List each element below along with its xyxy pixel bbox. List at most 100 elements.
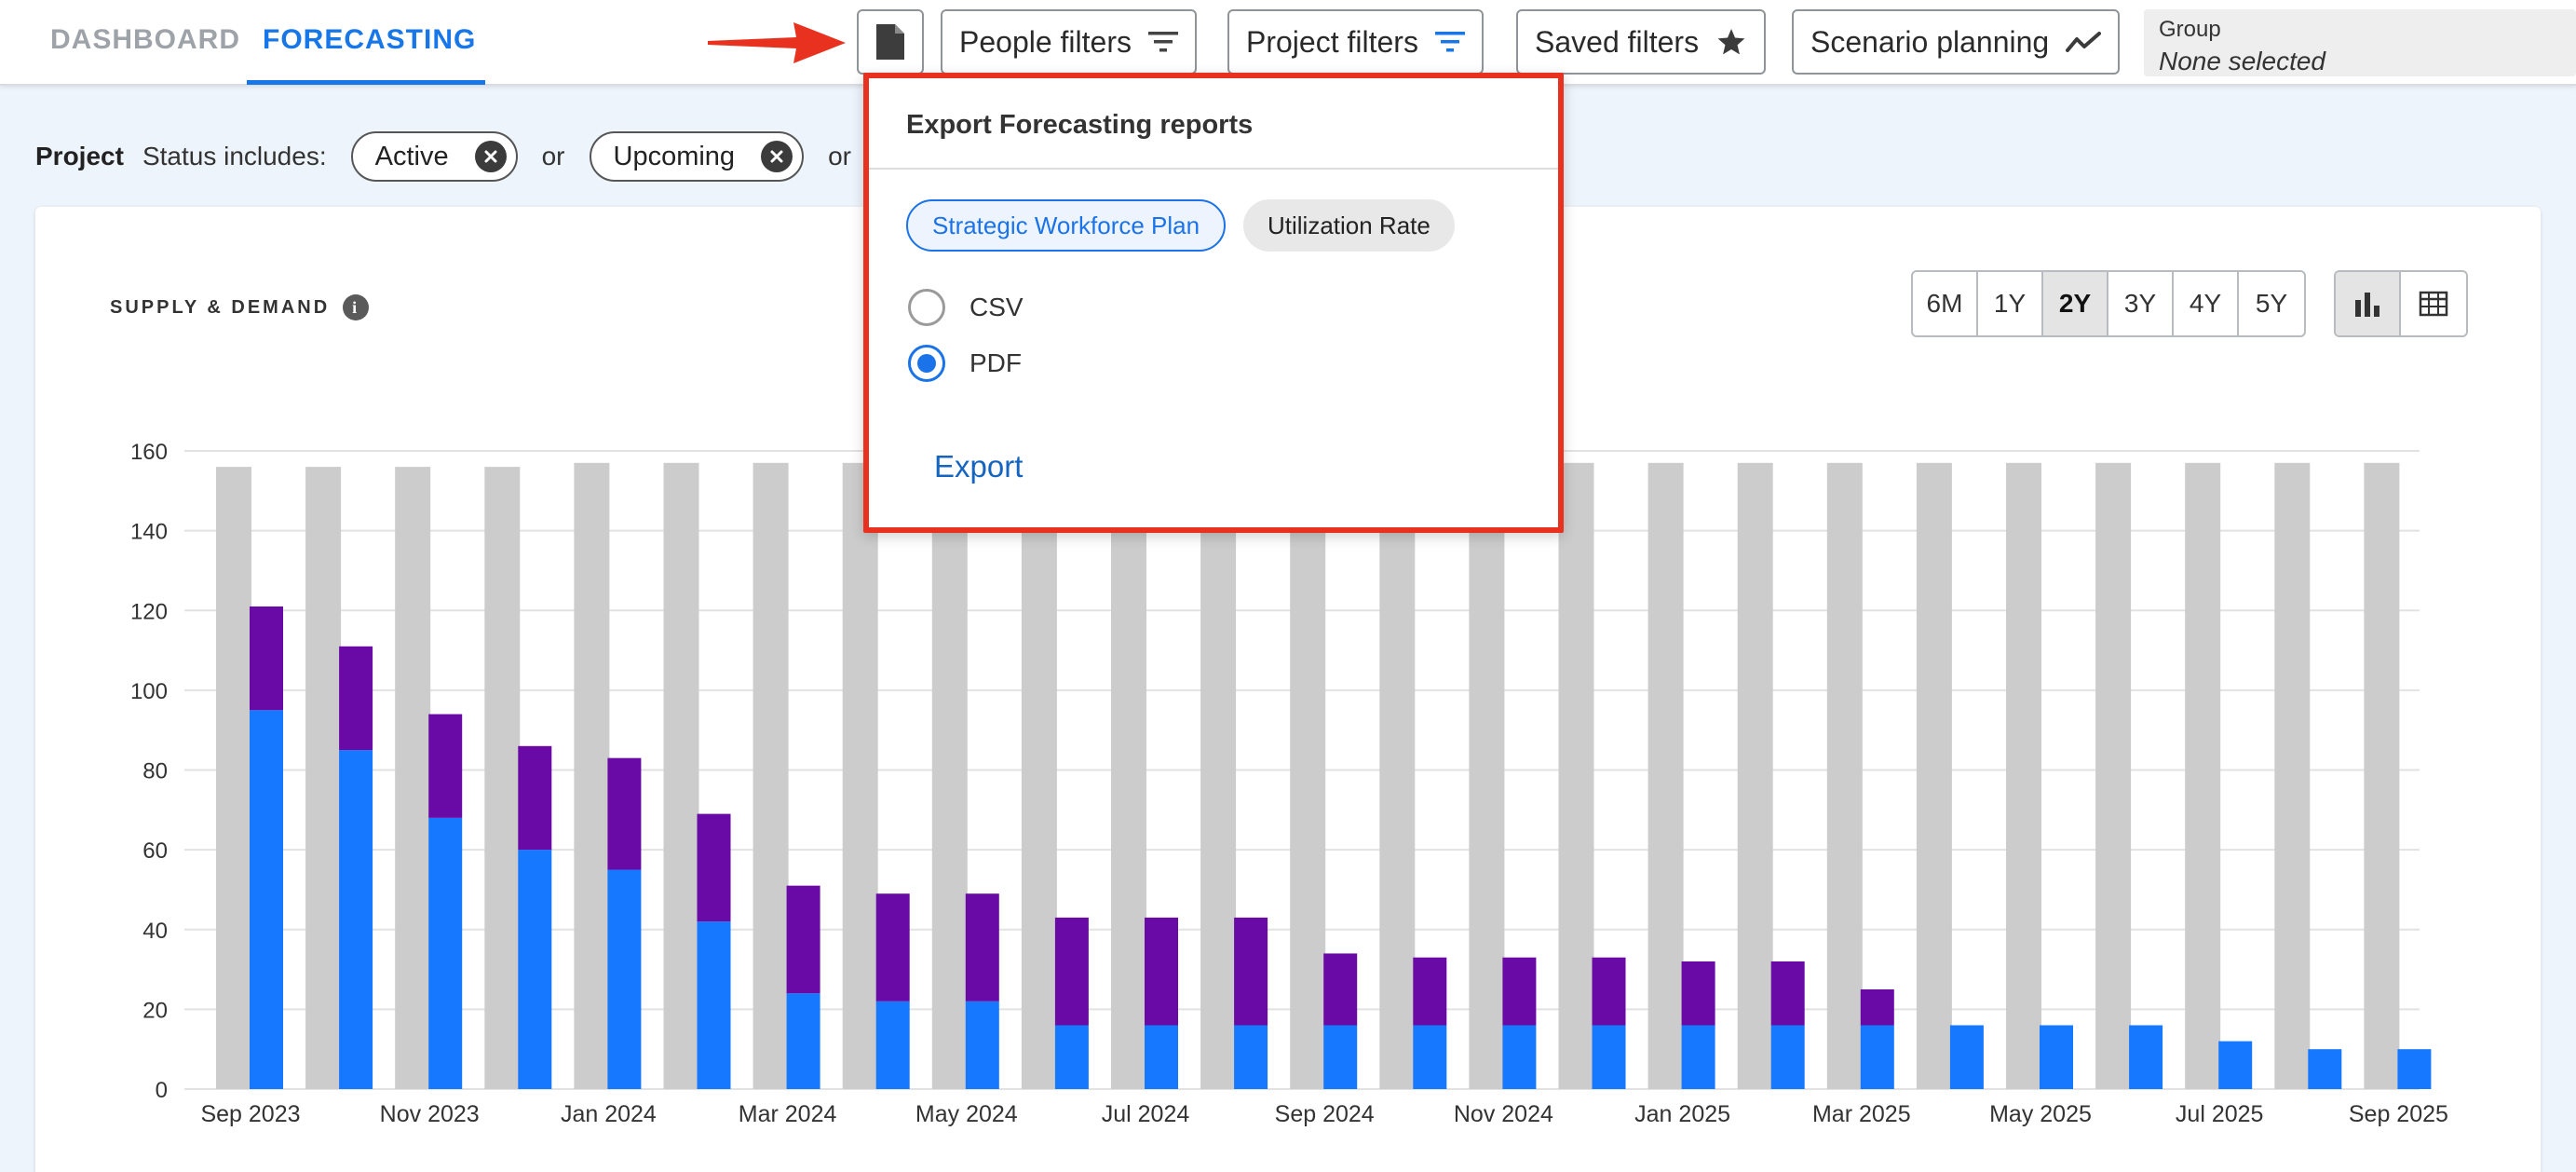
demand-bar-secondary [428, 714, 463, 818]
demand-bar-primary [786, 993, 820, 1089]
demand-bar-primary [518, 850, 552, 1089]
demand-bar-primary [2129, 1025, 2163, 1089]
demand-bar-secondary [697, 813, 731, 922]
x-tick-label: Sep 2025 [2349, 1101, 2448, 1127]
tab-forecasting[interactable]: FORECASTING [263, 24, 477, 55]
demand-bar-secondary [250, 606, 283, 711]
demand-bar-primary [965, 1001, 999, 1089]
demand-bar-secondary [607, 757, 642, 870]
demand-bar-secondary [339, 646, 373, 751]
filter-icon [1147, 32, 1178, 52]
group-selector[interactable]: Group None selected [2144, 9, 2576, 76]
format-option-csv[interactable]: CSV [908, 289, 1024, 326]
supply-bar [2006, 462, 2041, 1089]
range-3y-button[interactable]: 3Y [2108, 272, 2174, 335]
demand-bar-primary [1413, 1025, 1447, 1089]
supply-bar [1200, 462, 1237, 1089]
trend-line-icon [2066, 32, 2102, 52]
supply-bar [216, 467, 251, 1089]
export-submit-button[interactable]: Export [934, 449, 1024, 484]
filter-title: Project [35, 142, 124, 170]
format-csv-label: CSV [969, 293, 1024, 321]
report-strategic-workforce-plan[interactable]: Strategic Workforce Plan [906, 199, 1227, 252]
range-2y-button[interactable]: 2Y [2043, 272, 2108, 335]
table-view-button[interactable] [2401, 272, 2466, 335]
supply-bar [1111, 462, 1146, 1089]
saved-filters-label: Saved filters [1535, 24, 1700, 59]
demand-bar-primary [1592, 1025, 1626, 1089]
range-6m-button[interactable]: 6M [1913, 272, 1978, 335]
supply-bar [1737, 462, 1773, 1089]
demand-bar-secondary [1502, 957, 1537, 1026]
popup-title: Export Forecasting reports [906, 110, 1254, 140]
document-icon [876, 24, 904, 60]
demand-bar-secondary [1681, 961, 1715, 1026]
y-tick-label: 40 [142, 919, 168, 944]
report-utilization-rate[interactable]: Utilization Rate [1243, 199, 1455, 252]
supply-bar [1379, 462, 1416, 1089]
supply-bar [395, 467, 431, 1089]
demand-bar-primary [1860, 1025, 1894, 1089]
demand-bar-primary [607, 869, 642, 1089]
saved-filters-button[interactable]: Saved filters [1516, 9, 1767, 75]
x-tick-label: Nov 2024 [1454, 1101, 1553, 1127]
top-bar: DASHBOARD FORECASTING People filters Pro… [0, 0, 2576, 86]
demand-bar-primary [2040, 1025, 2073, 1089]
x-tick-label: Sep 2024 [1275, 1101, 1375, 1127]
project-filter-row: Project Status includes: Active or Upcom… [35, 130, 875, 183]
demand-bar-primary [1681, 1025, 1715, 1089]
range-5y-button[interactable]: 5Y [2255, 289, 2288, 318]
project-filters-label: Project filters [1246, 24, 1418, 59]
demand-bar-secondary [1592, 957, 1626, 1026]
demand-bar-primary [1949, 1025, 1984, 1089]
y-tick-label: 60 [142, 838, 168, 864]
or-connector: or [828, 142, 851, 170]
demand-bar-primary [428, 817, 463, 1089]
radio-csv[interactable] [908, 289, 945, 326]
range-4y-button[interactable]: 4Y [2174, 272, 2239, 335]
arrow-annotation-icon [708, 22, 846, 63]
x-tick-label: Jan 2024 [561, 1101, 657, 1127]
status-chip-upcoming: Upcoming [589, 131, 805, 182]
x-tick-label: Mar 2024 [739, 1101, 837, 1127]
format-option-pdf[interactable]: PDF [908, 345, 1022, 382]
group-label: Group [2159, 17, 2221, 42]
demand-bar-secondary [1234, 917, 1268, 1026]
demand-bar-primary [339, 750, 373, 1089]
time-range-selector: 6M 1Y 2Y 3Y 4Y 5Y [1911, 270, 2306, 337]
supply-bar [1558, 462, 1594, 1089]
scenario-planning-button[interactable]: Scenario planning [1792, 9, 2121, 75]
supply-bar [2185, 462, 2221, 1089]
y-tick-label: 20 [142, 998, 168, 1023]
remove-chip-button[interactable] [474, 141, 507, 172]
tab-dashboard[interactable]: DASHBOARD [50, 24, 240, 55]
popup-divider [869, 168, 1558, 170]
or-connector: or [541, 142, 565, 170]
range-1y-button[interactable]: 1Y [1978, 272, 2043, 335]
supply-bar [842, 462, 878, 1089]
demand-bar-primary [2397, 1049, 2432, 1089]
radio-pdf[interactable] [908, 345, 945, 382]
supply-bar [574, 462, 610, 1089]
x-tick-label: Jul 2025 [2176, 1101, 2264, 1127]
demand-bar-primary [1502, 1025, 1537, 1089]
star-icon [1717, 29, 1745, 55]
export-button[interactable] [857, 9, 924, 75]
y-tick-label: 140 [130, 520, 168, 545]
chart-title-text: SUPPLY & DEMAND [110, 296, 331, 318]
chart-view-button[interactable] [2336, 272, 2401, 335]
filter-active-icon [1434, 32, 1465, 52]
demand-bar-secondary [1770, 961, 1805, 1026]
demand-bar-primary [1323, 1025, 1358, 1089]
export-forecasting-popup: Export Forecasting reports Strategic Wor… [863, 73, 1564, 533]
info-icon[interactable]: i [343, 294, 370, 320]
demand-bar-primary [875, 1001, 910, 1089]
x-tick-label: May 2025 [1989, 1101, 2092, 1127]
remove-chip-button[interactable] [761, 141, 793, 172]
supply-bar [752, 462, 789, 1089]
close-icon [770, 150, 783, 163]
demand-bar-primary [697, 921, 731, 1089]
status-chip-label: Upcoming [613, 141, 736, 171]
people-filters-label: People filters [959, 24, 1132, 59]
demand-bar-primary [250, 710, 283, 1089]
